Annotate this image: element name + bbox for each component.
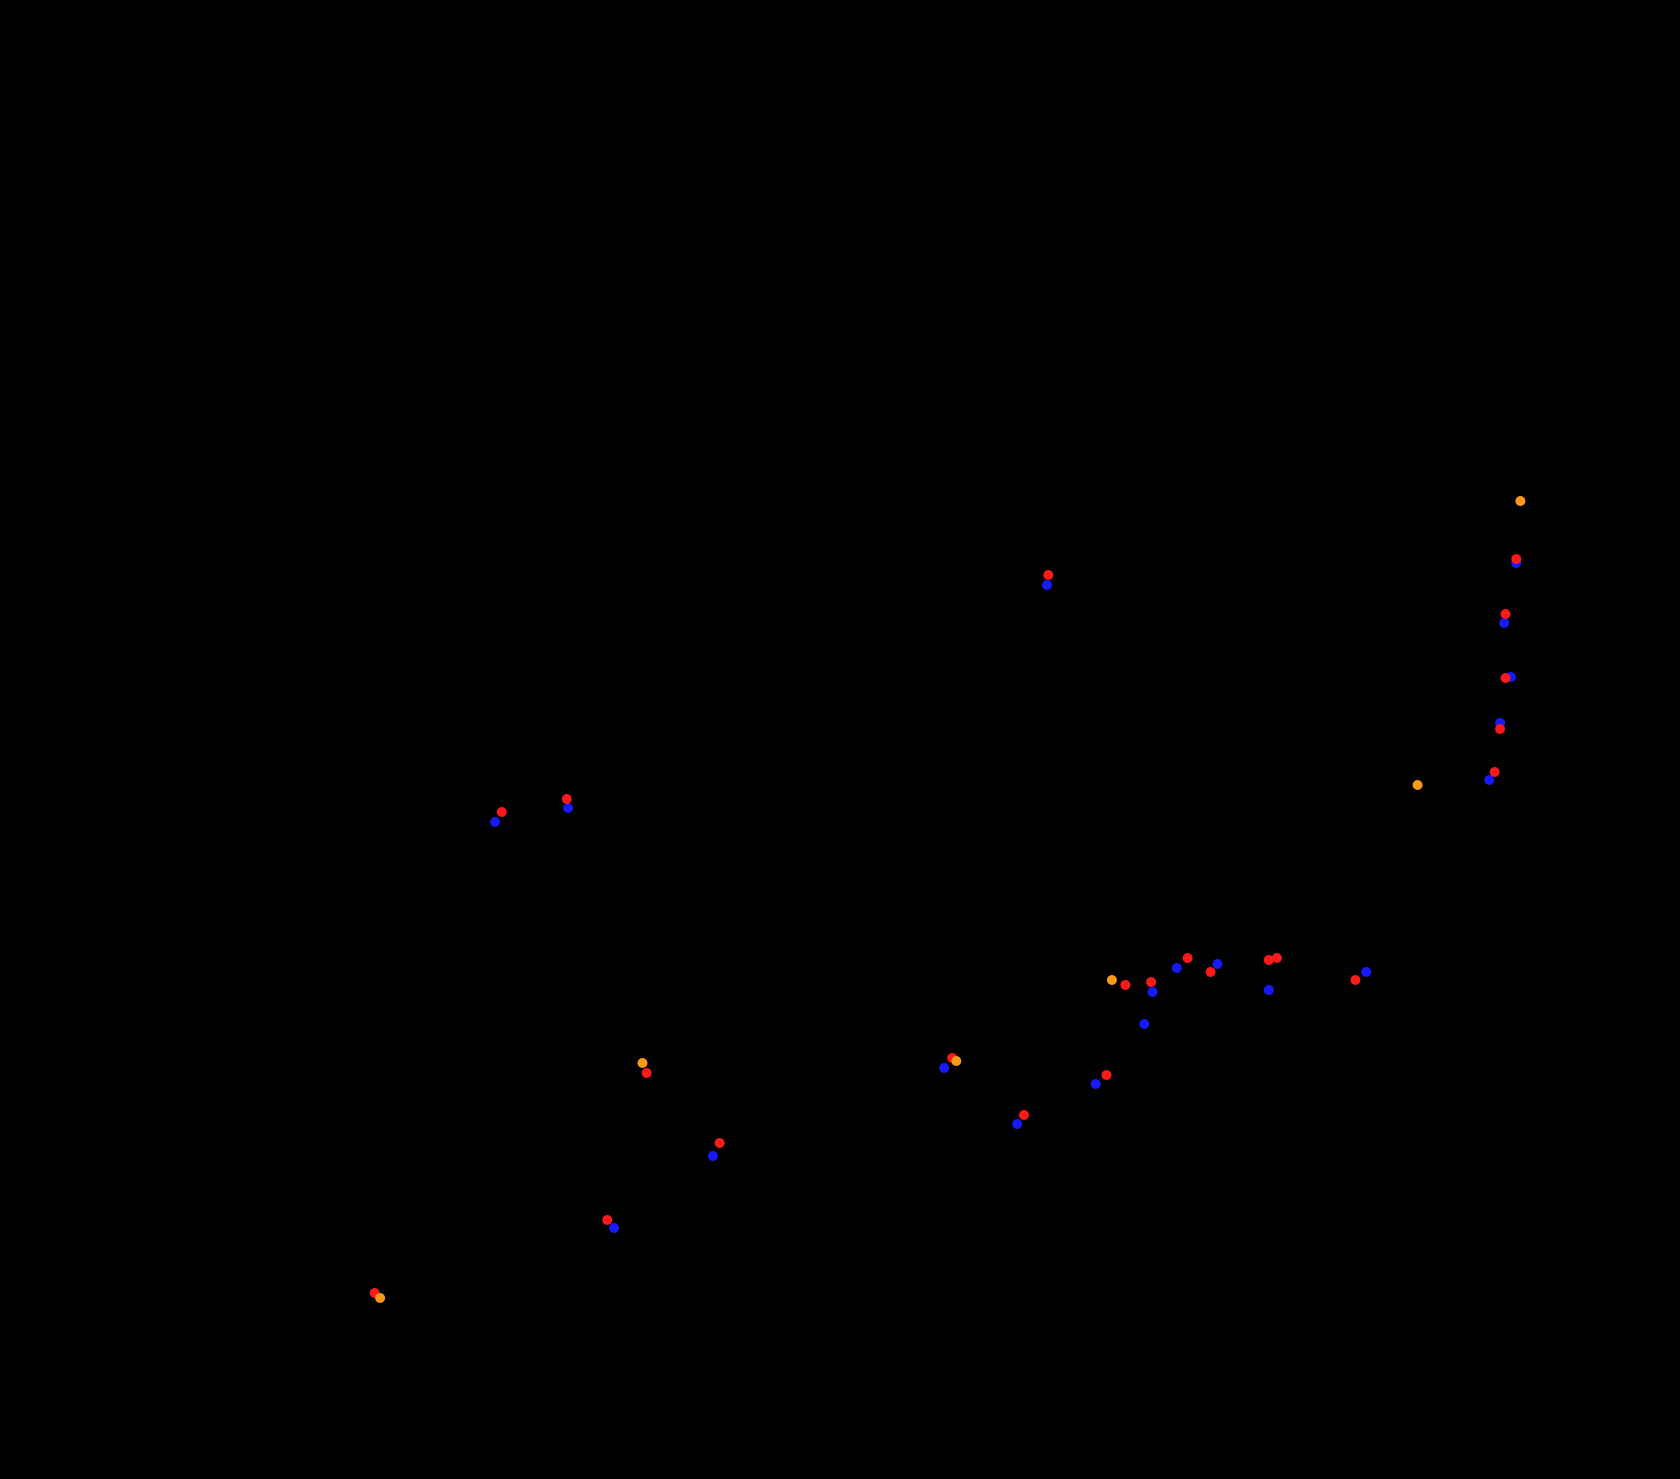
data-point xyxy=(1107,975,1117,985)
scatter-chart xyxy=(0,0,1680,1479)
data-point xyxy=(1350,975,1360,985)
data-point xyxy=(708,1151,718,1161)
data-point xyxy=(715,1138,725,1148)
data-point xyxy=(1012,1119,1022,1129)
data-point xyxy=(642,1068,652,1078)
data-point xyxy=(1091,1079,1101,1089)
data-point xyxy=(1495,724,1505,734)
data-point xyxy=(1212,959,1222,969)
data-point xyxy=(602,1215,612,1225)
data-point xyxy=(1511,554,1521,564)
data-point xyxy=(375,1293,385,1303)
chart-container xyxy=(0,0,1680,1479)
data-point xyxy=(638,1058,648,1068)
data-point xyxy=(1206,967,1216,977)
data-point xyxy=(1102,1070,1112,1080)
data-point xyxy=(609,1223,619,1233)
data-point xyxy=(1146,977,1156,987)
data-point xyxy=(1148,987,1158,997)
data-point xyxy=(1413,780,1423,790)
chart-background xyxy=(0,0,1680,1479)
data-point xyxy=(1490,767,1500,777)
data-point xyxy=(563,803,573,813)
data-point xyxy=(939,1063,949,1073)
data-point xyxy=(1264,985,1274,995)
data-point xyxy=(1361,967,1371,977)
data-point xyxy=(562,794,572,804)
data-point xyxy=(1499,618,1509,628)
data-point xyxy=(1501,609,1511,619)
data-point xyxy=(497,807,507,817)
data-point xyxy=(490,817,500,827)
data-point xyxy=(1172,963,1182,973)
data-point xyxy=(1139,1019,1149,1029)
data-point xyxy=(951,1056,961,1066)
data-point xyxy=(1043,570,1053,580)
data-point xyxy=(1120,980,1130,990)
data-point xyxy=(1042,580,1052,590)
data-point xyxy=(1019,1110,1029,1120)
data-point xyxy=(1272,953,1282,963)
data-point xyxy=(1515,496,1525,506)
data-point xyxy=(1183,953,1193,963)
data-point xyxy=(1501,673,1511,683)
